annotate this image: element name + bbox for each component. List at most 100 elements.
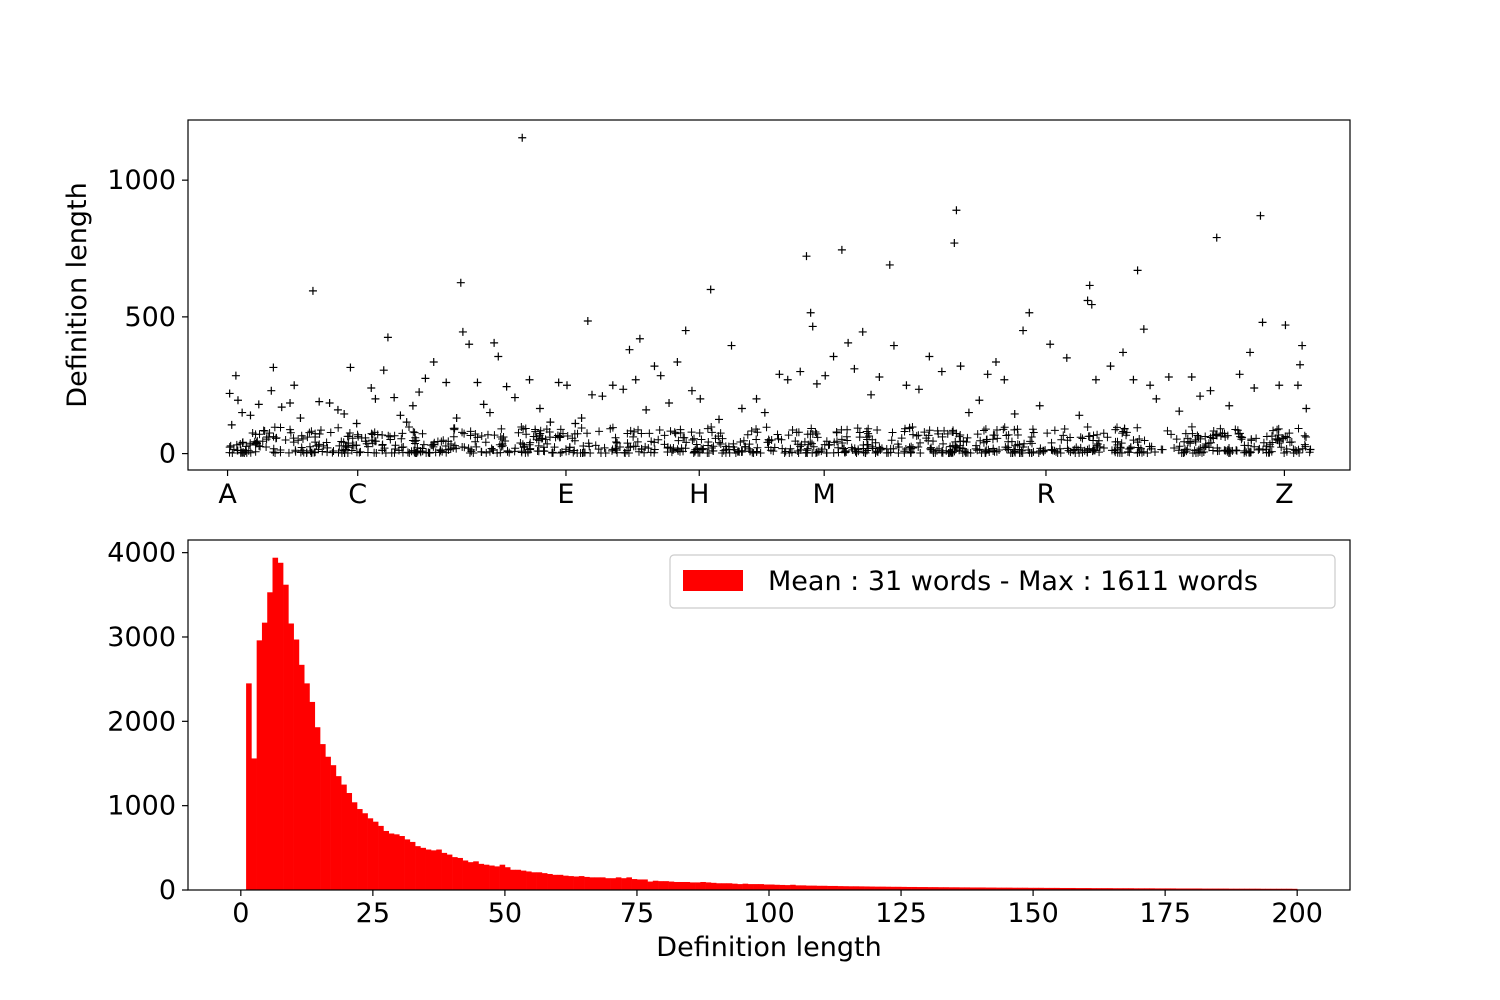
scatter-band-marker <box>864 424 873 433</box>
scatter-band-marker <box>809 442 818 451</box>
histogram-bar <box>1144 888 1150 890</box>
histogram-bar <box>304 683 310 890</box>
scatter-point <box>518 133 527 142</box>
scatter-band-marker <box>924 431 933 440</box>
histogram-bar <box>335 776 342 890</box>
histogram-bar <box>800 885 807 890</box>
scatter-point <box>494 352 503 361</box>
scatter-point <box>625 345 634 354</box>
scatter-band-marker <box>1002 445 1011 454</box>
scatter-band-marker <box>378 446 387 455</box>
scatter-band-marker <box>226 441 235 450</box>
scatter-point <box>1296 360 1305 369</box>
histogram-bar <box>621 878 627 890</box>
histogram-bar <box>499 864 506 890</box>
scatter-band-marker <box>630 427 639 436</box>
scatter-band-marker <box>1003 443 1012 452</box>
scatter-point <box>1129 375 1138 384</box>
scatter-band-marker <box>637 429 646 438</box>
scatter-band-marker <box>897 434 906 443</box>
scatter-band-marker <box>660 440 669 449</box>
scatter-band-marker <box>753 428 762 437</box>
scatter-band-marker <box>704 437 713 446</box>
scatter-band-marker <box>363 448 372 457</box>
scatter-point <box>631 375 640 384</box>
scatter-band-marker <box>1295 448 1304 457</box>
histogram-y-tick-label: 0 <box>159 875 176 906</box>
scatter-band-marker <box>298 446 307 455</box>
scatter-band-marker <box>629 432 638 441</box>
scatter-band-marker <box>1255 444 1264 453</box>
scatter-band-marker <box>745 440 754 449</box>
scatter-band-marker <box>1206 438 1215 447</box>
scatter-band-marker <box>666 427 675 436</box>
histogram-bar <box>568 876 574 890</box>
scatter-band-marker <box>271 434 280 443</box>
scatter-point <box>308 286 317 295</box>
histogram-bar <box>816 885 823 890</box>
histogram-bar <box>1075 888 1081 890</box>
scatter-band-marker <box>407 447 416 456</box>
scatter-point <box>1087 300 1096 309</box>
scatter-band-marker <box>976 436 985 445</box>
histogram-bar <box>732 883 738 890</box>
scatter-band-marker <box>886 448 895 457</box>
scatter-y-ticks: 0 500 1000 <box>107 165 188 470</box>
histogram-bar <box>1281 888 1287 890</box>
histogram-x-tick-label: 50 <box>488 898 522 929</box>
histogram-bar <box>774 884 780 890</box>
scatter-point <box>415 388 424 397</box>
scatter-band-marker <box>832 427 841 436</box>
scatter-band-marker <box>1231 425 1240 434</box>
scatter-point <box>390 393 399 402</box>
scatter-point <box>238 408 247 417</box>
scatter-band-marker <box>367 429 376 438</box>
scatter-band-marker <box>354 432 363 441</box>
histogram-bar <box>1006 887 1013 890</box>
histogram-bar <box>293 639 300 890</box>
scatter-band-marker <box>458 428 467 437</box>
scatter-band-marker <box>647 437 656 446</box>
scatter-band-marker <box>1117 439 1126 448</box>
scatter-band-marker <box>305 442 314 451</box>
scatter-band-marker <box>439 436 448 445</box>
scatter-point <box>490 338 499 347</box>
scatter-point <box>502 382 511 391</box>
histogram-bar <box>415 846 421 890</box>
histogram-bar <box>388 833 395 890</box>
scatter-band-marker <box>674 436 683 445</box>
scatter-point <box>925 352 934 361</box>
scatter-band-marker <box>863 435 872 444</box>
scatter-band-marker <box>830 438 839 447</box>
scatter-point <box>687 386 696 395</box>
scatter-band-marker <box>1013 431 1022 440</box>
scatter-point <box>296 414 305 423</box>
scatter-point <box>737 404 746 413</box>
scatter-band-marker <box>822 437 831 446</box>
scatter-band-marker <box>347 446 356 455</box>
scatter-band-marker <box>229 445 238 454</box>
scatter-point <box>608 381 617 390</box>
scatter-band-marker <box>1252 434 1261 443</box>
scatter-band-marker <box>929 437 938 446</box>
scatter-point <box>885 260 894 269</box>
scatter-band-marker <box>271 448 280 457</box>
scatter-point <box>1062 353 1071 362</box>
scatter-band-marker <box>1300 431 1309 440</box>
histogram-bar <box>1212 888 1219 890</box>
histogram-bar <box>710 882 717 890</box>
scatter-band-marker <box>449 432 458 441</box>
scatter-band-marker <box>645 429 654 438</box>
histogram-bar <box>858 886 865 890</box>
histogram-bar <box>584 876 590 890</box>
scatter-point <box>875 373 884 382</box>
scatter-point <box>367 383 376 392</box>
scatter-band-marker <box>695 448 704 457</box>
scatter-band-marker <box>992 425 1001 434</box>
scatter-point <box>267 386 276 395</box>
scatter-point <box>231 371 240 380</box>
scatter-band-marker <box>669 443 678 452</box>
scatter-point <box>1258 318 1267 327</box>
histogram-x-tick-label: 25 <box>356 898 390 929</box>
